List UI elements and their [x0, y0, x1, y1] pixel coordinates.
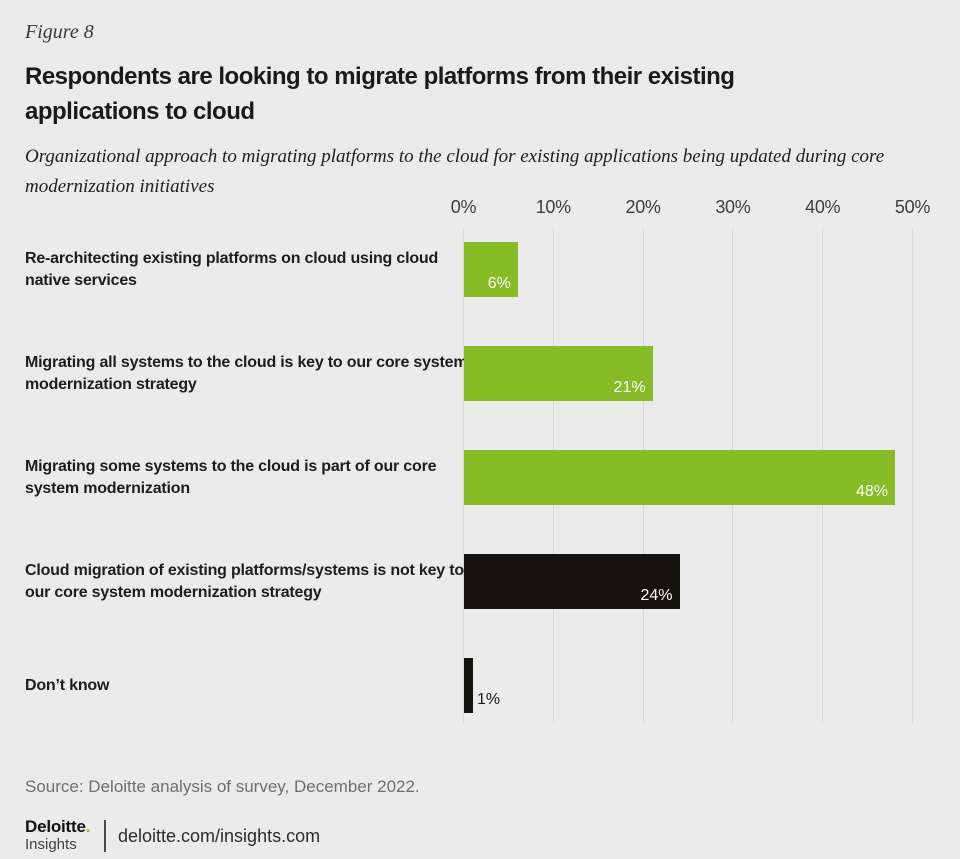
- figure-title: Respondents are looking to migrate platf…: [25, 63, 735, 125]
- footer-divider: [104, 820, 106, 852]
- axis-tick-label-50: 50%: [894, 197, 931, 217]
- bar-migrate-all-systems: 21%: [464, 346, 653, 401]
- bar-migrate-some-systems: 48%: [464, 450, 896, 505]
- axis-tick-label-40: 40%: [805, 197, 841, 217]
- axis-tick-label-30: 30%: [715, 197, 751, 217]
- bar-value-label-migrate-all-systems: 21%: [613, 379, 646, 396]
- axis-tick-label-10: 10%: [535, 197, 571, 217]
- deloitte-wordmark: Deloitte.: [25, 818, 90, 836]
- bar-value-label-cloud-migration-not-key: 24%: [640, 587, 673, 604]
- brand-text: Deloitte: [25, 817, 86, 836]
- bar-cloud-migration-not-key: 24%: [464, 554, 680, 609]
- source-note: Source: Deloitte analysis of survey, Dec…: [25, 777, 420, 796]
- figure-subtitle: Organizational approach to migrating pla…: [25, 146, 885, 197]
- bar-value-label-dont-know: 1%: [476, 691, 501, 708]
- bar-re-architecting: 6%: [464, 242, 518, 297]
- insights-wordmark: Insights: [25, 836, 77, 853]
- bar-value-label-re-architecting: 6%: [487, 275, 511, 292]
- category-label-migrate-some-systems: Migrating some systems to the cloud is p…: [25, 457, 437, 497]
- gridline-50pct: [912, 228, 913, 723]
- figure-number: Figure 8: [25, 21, 94, 43]
- category-label-re-architecting: Re-architecting existing platforms on cl…: [25, 249, 439, 289]
- brand-dot: .: [85, 817, 91, 836]
- footer-logo: Deloitte. Insights: [25, 818, 90, 854]
- bar-dont-know: [464, 658, 473, 713]
- bar-value-label-migrate-some-systems: 48%: [856, 483, 889, 500]
- axis-tick-label-20: 20%: [625, 197, 661, 217]
- footer-site-url: deloitte.com/insights.com: [118, 826, 321, 846]
- category-label-dont-know: Don’t know: [25, 676, 110, 694]
- category-label-cloud-migration-not-key: Cloud migration of existing platforms/sy…: [25, 561, 464, 601]
- axis-tick-label-0: 0%: [450, 197, 477, 217]
- gridline-0pct: [463, 228, 464, 723]
- category-label-migrate-all-systems: Migrating all systems to the cloud is ke…: [25, 353, 468, 393]
